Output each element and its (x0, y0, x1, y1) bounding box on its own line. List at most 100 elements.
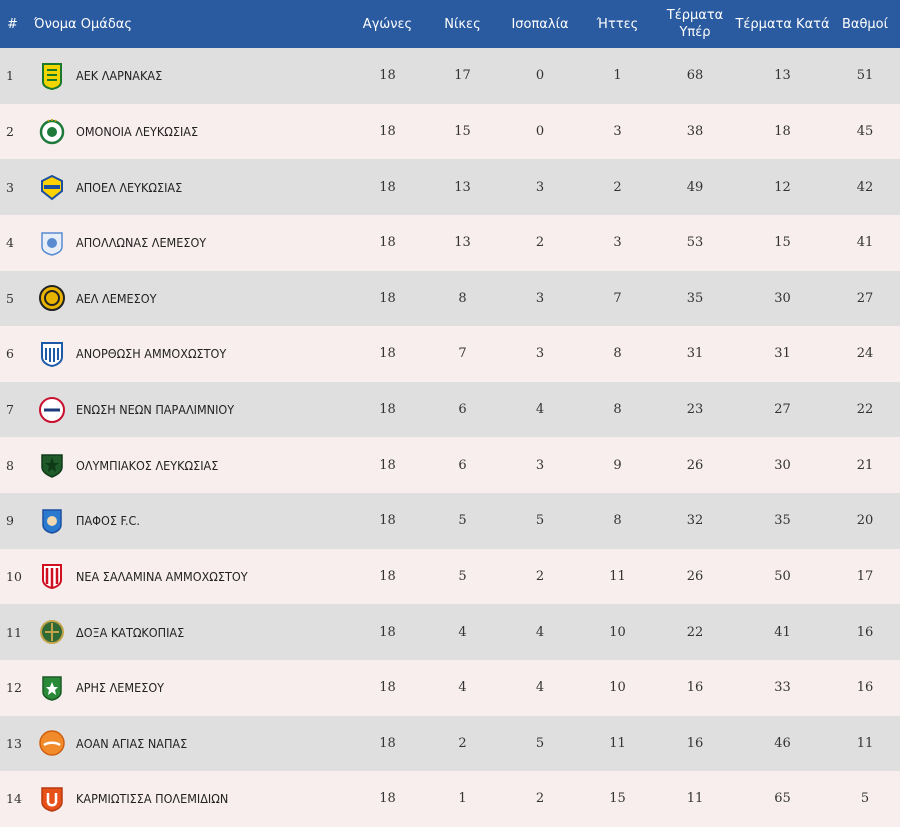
rank-cell: 11 (6, 624, 22, 640)
col-rank-header[interactable]: # (7, 16, 18, 32)
played-cell: 18 (379, 179, 396, 195)
table-row[interactable]: 3 ΑΠΟΕΛ ΛΕΥΚΩΣΙΑΣ 18 13 3 2 49 12 42 (0, 159, 900, 215)
table-row[interactable]: 10 ΝΕΑ ΣΑΛΑΜΙΝΑ ΑΜΜΟΧΩΣΤΟΥ 18 5 2 11 26 50 17 (0, 548, 900, 605)
rank-cell: 14 (6, 791, 22, 807)
team-cell[interactable]: ΚΑΡΜΙΩΤΙΣΣΑ ΠΟΛΕΜΙΔΙΩΝ (34, 771, 350, 827)
col-draws-header[interactable]: Ισοπαλία (511, 16, 569, 32)
table-row[interactable]: 1 ΑΕΚ ΛΑΡΝΑΚΑΣ 18 17 0 1 68 13 51 (0, 48, 900, 104)
team-cell[interactable]: ΑΕΚ ΛΑΡΝΑΚΑΣ (34, 48, 350, 104)
doxa-logo-icon (38, 618, 66, 646)
team-cell[interactable]: ΑΕΛ ΛΕΜΕΣΟΥ (34, 271, 350, 327)
team-name[interactable]: ΠΑΦΟΣ F.C. (76, 513, 140, 529)
team-cell[interactable]: ΑΡΗΣ ΛΕΜΕΣΟΥ (34, 660, 350, 716)
team-name[interactable]: ΑΠΟΛΛΩΝΑΣ ΛΕΜΕΣΟΥ (76, 235, 207, 251)
rank-cell: 12 (6, 680, 22, 696)
draws-cell: 0 (535, 123, 545, 139)
played-cell: 18 (379, 346, 396, 362)
table-row[interactable]: 13 ΑΟΑΝ ΑΓΙΑΣ ΝΑΠΑΣ 18 2 5 11 16 46 11 (0, 715, 900, 772)
olympiakos-nicosia-logo-icon (38, 451, 66, 479)
aek-larnaca-logo-icon (38, 62, 66, 90)
team-cell[interactable]: ΝΕΑ ΣΑΛΑΜΙΝΑ ΑΜΜΟΧΩΣΤΟΥ (34, 549, 350, 605)
table-row[interactable]: 14 ΚΑΡΜΙΩΤΙΣΣΑ ΠΟΛΕΜΙΔΙΩΝ 18 1 2 15 11 65 5 (0, 771, 900, 827)
played-cell: 18 (379, 402, 396, 418)
points-cell: 21 (856, 457, 874, 473)
goals-against-cell: 12 (774, 179, 791, 195)
team-name[interactable]: ΑΝΟΡΘΩΣΗ ΑΜΜΟΧΩΣΤΟΥ (76, 346, 227, 362)
wins-cell: 4 (458, 680, 467, 696)
losses-cell: 3 (613, 235, 622, 251)
draws-cell: 2 (535, 235, 545, 251)
team-cell[interactable]: ΑΠΟΕΛ ΛΕΥΚΩΣΙΑΣ (34, 159, 350, 215)
team-name[interactable]: ΝΕΑ ΣΑΛΑΜΙΝΑ ΑΜΜΟΧΩΣΤΟΥ (76, 568, 248, 584)
wins-cell: 15 (454, 123, 471, 139)
table-row[interactable]: 12 ΑΡΗΣ ΛΕΜΕΣΟΥ 18 4 4 10 16 33 16 (0, 659, 900, 716)
enp-logo-icon (38, 396, 66, 424)
team-name[interactable]: ΟΜΟΝΟΙΑ ΛΕΥΚΩΣΙΑΣ (76, 123, 199, 139)
played-cell: 18 (379, 235, 396, 251)
team-name[interactable]: ΑΕΛ ΛΕΜΕΣΟΥ (76, 290, 157, 306)
played-cell: 18 (379, 123, 396, 139)
losses-cell: 7 (613, 290, 622, 306)
table-row[interactable]: 8 ΟΛΥΜΠΙΑΚΟΣ ΛΕΥΚΩΣΙΑΣ 18 6 3 9 26 30 21 (0, 437, 900, 493)
goals-against-cell: 18 (774, 123, 791, 139)
team-name[interactable]: ΑΕΚ ΛΑΡΝΑΚΑΣ (76, 68, 163, 84)
losses-cell: 10 (609, 624, 626, 640)
goals-for-cell: 49 (686, 179, 704, 195)
table-row[interactable]: 4 ΑΠΟΛΛΩΝΑΣ ΛΕΜΕΣΟΥ 18 13 2 3 53 15 41 (0, 214, 900, 271)
table-row[interactable]: 2 ΟΜΟΝΟΙΑ ΛΕΥΚΩΣΙΑΣ 18 15 0 3 38 18 45 (0, 103, 900, 160)
col-wins-header[interactable]: Νίκες (444, 16, 481, 32)
col-points-header[interactable]: Βαθμοί (841, 16, 889, 32)
rank-cell: 13 (6, 735, 22, 751)
draws-cell: 3 (535, 457, 545, 473)
team-cell[interactable]: ΑΟΑΝ ΑΓΙΑΣ ΝΑΠΑΣ (34, 716, 350, 772)
table-row[interactable]: 9 ΠΑΦΟΣ F.C. 18 5 5 8 32 35 20 (0, 493, 900, 549)
team-cell[interactable]: ΔΟΞΑ ΚΑΤΩΚΟΠΙΑΣ (34, 604, 350, 660)
team-name[interactable]: ΑΟΑΝ ΑΓΙΑΣ ΝΑΠΑΣ (76, 735, 188, 751)
rank-cell: 6 (6, 346, 14, 362)
col-losses-header[interactable]: Ήττες (596, 16, 639, 32)
col-goals-against-header[interactable]: Τέρματα Κατά (735, 16, 830, 32)
rank-cell: 2 (6, 123, 14, 139)
losses-cell: 8 (613, 513, 622, 529)
points-cell: 41 (856, 235, 874, 251)
team-cell[interactable]: ΠΑΦΟΣ F.C. (34, 493, 350, 549)
apoel-logo-icon (38, 173, 66, 201)
team-name[interactable]: ΔΟΞΑ ΚΑΤΩΚΟΠΙΑΣ (76, 624, 185, 640)
team-name[interactable]: ΚΑΡΜΙΩΤΙΣΣΑ ΠΟΛΕΜΙΔΙΩΝ (76, 791, 229, 807)
col-team-header[interactable]: Όνομα Ομάδας (34, 16, 132, 32)
losses-cell: 8 (613, 346, 622, 362)
team-cell[interactable]: ΕΝΩΣΗ ΝΕΩΝ ΠΑΡΑΛΙΜΝΙΟΥ (34, 382, 350, 438)
team-cell[interactable]: ΑΠΟΛΛΩΝΑΣ ΛΕΜΕΣΟΥ (34, 215, 350, 271)
col-played-header[interactable]: Αγώνες (362, 16, 413, 32)
points-cell: 5 (860, 791, 870, 807)
table-row[interactable]: 5 ΑΕΛ ΛΕΜΕΣΟΥ 18 8 3 7 35 30 27 (0, 270, 900, 327)
team-name[interactable]: ΟΛΥΜΠΙΑΚΟΣ ΛΕΥΚΩΣΙΑΣ (76, 457, 219, 473)
team-cell[interactable]: ΑΝΟΡΘΩΣΗ ΑΜΜΟΧΩΣΤΟΥ (34, 326, 350, 382)
team-cell[interactable]: ΟΛΥΜΠΙΑΚΟΣ ΛΕΥΚΩΣΙΑΣ (34, 437, 350, 493)
table-row[interactable]: 6 ΑΝΟΡΘΩΣΗ ΑΜΜΟΧΩΣΤΟΥ 18 7 3 8 31 31 24 (0, 326, 900, 382)
team-name[interactable]: ΕΝΩΣΗ ΝΕΩΝ ΠΑΡΑΛΙΜΝΙΟΥ (76, 402, 235, 418)
omonoia-logo-icon (38, 117, 66, 145)
aris-logo-icon (38, 674, 66, 702)
team-name[interactable]: ΑΡΗΣ ΛΕΜΕΣΟΥ (76, 680, 165, 696)
played-cell: 18 (379, 735, 396, 751)
table-header-row: # Όνομα Ομάδας Αγώνες Νίκες Ισοπαλία Ήττ… (0, 0, 900, 48)
rank-cell: 3 (6, 179, 14, 195)
apollon-logo-icon (38, 229, 66, 257)
goals-for-cell: 38 (686, 123, 704, 139)
team-cell[interactable]: ΟΜΟΝΟΙΑ ΛΕΥΚΩΣΙΑΣ (34, 104, 350, 160)
draws-cell: 2 (535, 791, 545, 807)
team-name[interactable]: ΑΠΟΕΛ ΛΕΥΚΩΣΙΑΣ (76, 179, 183, 195)
losses-cell: 9 (613, 457, 622, 473)
table-row[interactable]: 7 ΕΝΩΣΗ ΝΕΩΝ ΠΑΡΑΛΙΜΝΙΟΥ 18 6 4 8 23 27 22 (0, 381, 900, 438)
goals-for-cell: 26 (686, 457, 704, 473)
col-goals-for-header[interactable]: Τέρματα Υπέρ (666, 8, 724, 40)
wins-cell: 13 (454, 179, 471, 195)
losses-cell: 1 (613, 68, 622, 84)
wins-cell: 17 (454, 68, 471, 84)
losses-cell: 15 (609, 791, 626, 807)
table-row[interactable]: 11 ΔΟΞΑ ΚΑΤΩΚΟΠΙΑΣ 18 4 4 10 22 41 16 (0, 604, 900, 660)
draws-cell: 3 (535, 290, 545, 306)
draws-cell: 5 (535, 735, 545, 751)
played-cell: 18 (379, 568, 396, 584)
